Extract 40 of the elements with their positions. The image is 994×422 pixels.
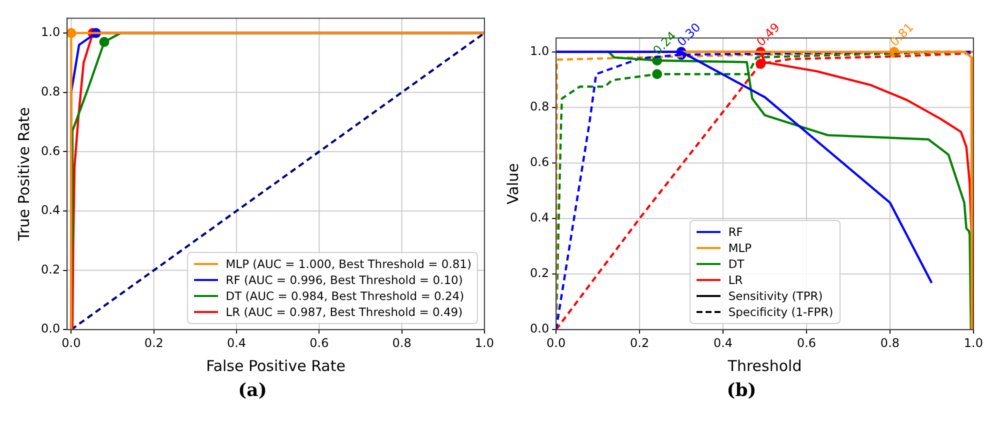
legend-label: DT — [728, 256, 744, 272]
text: (a) — [237, 380, 268, 401]
legend-label: Sensitivity (TPR) — [728, 288, 823, 304]
y-tick-label: 0.4 — [530, 210, 550, 225]
x-tick-label: 0.4 — [713, 336, 733, 350]
y-axis-title: True Positive Rate — [14, 107, 33, 242]
y-tick-label: 1.0 — [40, 25, 60, 40]
legend-label: RF — [728, 224, 743, 240]
y-tick-label: 0.2 — [530, 266, 550, 280]
x-tick-label: 0.6 — [310, 336, 329, 350]
y-tick-label: 0.8 — [530, 100, 550, 114]
legend-label: LR (AUC = 0.987, Best Threshold = 0.49) — [226, 304, 463, 320]
x-tick-label: 0.6 — [796, 336, 816, 350]
legend-label: LR — [728, 272, 743, 288]
y-tick-label: 0.0 — [40, 322, 60, 336]
legend-label: Specificity (1-FPR) — [728, 304, 834, 320]
y-tick-label: 0.6 — [40, 144, 60, 158]
x-tick-label: 0.0 — [62, 336, 81, 350]
legend-label: MLP — [728, 240, 752, 256]
x-tick-label: 1.0 — [474, 336, 494, 350]
x-tick-label: 0.2 — [144, 336, 164, 350]
x-axis-title: Threshold — [726, 356, 802, 375]
y-tick-label: 0.6 — [530, 155, 550, 170]
y-tick-label: 0.2 — [40, 262, 60, 276]
x-axis-title: False Positive Rate — [206, 356, 346, 375]
y-axis-title: Value — [504, 163, 522, 204]
legend-label: DT (AUC = 0.984, Best Threshold = 0.24) — [226, 288, 464, 304]
y-tick-label: 0.4 — [40, 203, 60, 218]
legend-label: RF (AUC = 0.996, Best Threshold = 0.10) — [226, 272, 463, 288]
y-tick-label: 1.0 — [530, 44, 550, 58]
y-tick-label: 0.8 — [40, 84, 60, 98]
x-tick-label: 0.2 — [630, 336, 650, 350]
x-tick-label: 0.0 — [546, 336, 566, 350]
legend-label: MLP (AUC = 1.000, Best Threshold = 0.81) — [226, 256, 472, 272]
x-tick-label: 1.0 — [964, 336, 984, 350]
x-tick-label: 0.8 — [392, 336, 412, 350]
x-tick-label: 0.4 — [226, 336, 246, 350]
text: (b) — [726, 380, 758, 401]
x-tick-label: 0.8 — [880, 336, 900, 350]
y-tick-label: 0.0 — [530, 322, 550, 336]
